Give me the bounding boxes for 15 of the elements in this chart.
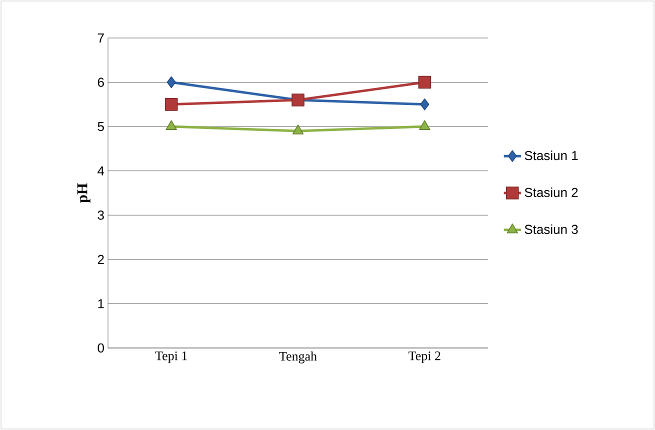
y-tick-label: 0 [98,343,104,353]
legend-label: Stasiun 1 [524,150,578,160]
y-tick-label: 2 [98,254,104,264]
y-tick-label: 1 [98,299,104,308]
legend-label: Stasiun 3 [524,224,578,234]
legend-label: Stasiun 2 [524,188,578,198]
y-axis-title: pH [77,183,90,203]
y-tick-label: 3 [98,210,104,220]
y-tick-label: 5 [98,122,104,132]
y-tick-label: 4 [98,166,104,176]
y-tick-label: 6 [98,78,104,87]
y-tick-label: 7 [98,34,104,42]
x-tick-label: Tengah [279,352,317,364]
x-tick-label: Tepi 2 [408,352,440,363]
x-tick-label: Tepi 1 [155,352,187,363]
